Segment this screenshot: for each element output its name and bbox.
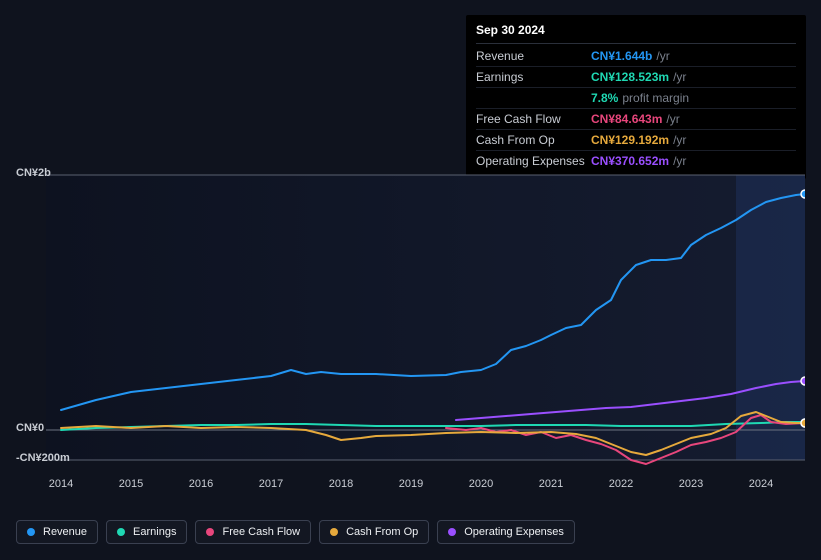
x-axis-tick-label: 2024 bbox=[749, 478, 773, 490]
legend-item[interactable]: Revenue bbox=[16, 520, 98, 544]
y-axis-tick-label: -CN¥200m bbox=[16, 452, 70, 464]
legend-item[interactable]: Free Cash Flow bbox=[195, 520, 311, 544]
x-axis-tick-label: 2022 bbox=[609, 478, 633, 490]
x-axis-tick-label: 2016 bbox=[189, 478, 213, 490]
legend-dot-icon bbox=[330, 528, 338, 536]
tooltip-row: 7.8% profit margin bbox=[476, 88, 796, 109]
y-axis-tick-label: CN¥2b bbox=[16, 167, 51, 179]
tooltip-row-value: CN¥1.644b bbox=[591, 49, 652, 63]
tooltip-title: Sep 30 2024 bbox=[476, 23, 796, 44]
x-axis-tick-label: 2021 bbox=[539, 478, 563, 490]
x-axis-tick-label: 2020 bbox=[469, 478, 493, 490]
tooltip-row-label: Free Cash Flow bbox=[476, 112, 591, 126]
chart-area: CN¥2b CN¥0 -CN¥200m 2014 2015 2016 2017 2018 20… bbox=[16, 160, 805, 505]
x-axis-tick-label: 2019 bbox=[399, 478, 423, 490]
legend-dot-icon bbox=[27, 528, 35, 536]
tooltip-row: Cash From OpCN¥129.192m/yr bbox=[476, 130, 796, 151]
series-end-marker bbox=[801, 419, 805, 427]
tooltip-row-suffix: /yr bbox=[673, 133, 686, 147]
plot-background bbox=[46, 175, 805, 460]
legend-item[interactable]: Operating Expenses bbox=[437, 520, 575, 544]
tooltip-row-value-wrap: CN¥128.523m/yr bbox=[591, 70, 686, 84]
legend-label: Earnings bbox=[133, 526, 176, 538]
tooltip-row-suffix: /yr bbox=[666, 112, 679, 126]
tooltip-row-suffix: profit margin bbox=[622, 91, 689, 105]
legend-item[interactable]: Cash From Op bbox=[319, 520, 429, 544]
legend-label: Operating Expenses bbox=[464, 526, 564, 538]
y-axis-tick-label: CN¥0 bbox=[16, 422, 44, 434]
x-axis-tick-label: 2018 bbox=[329, 478, 353, 490]
x-axis-tick-label: 2014 bbox=[49, 478, 73, 490]
x-axis-tick-label: 2017 bbox=[259, 478, 283, 490]
tooltip-row-value: CN¥128.523m bbox=[591, 70, 669, 84]
legend-label: Free Cash Flow bbox=[222, 526, 300, 538]
series-end-marker bbox=[801, 377, 805, 385]
legend: Revenue Earnings Free Cash Flow Cash From O… bbox=[16, 520, 575, 544]
chart-svg bbox=[16, 160, 805, 480]
series-end-marker bbox=[801, 190, 805, 198]
x-axis-tick-label: 2015 bbox=[119, 478, 143, 490]
tooltip-card: Sep 30 2024 RevenueCN¥1.644b/yrEarningsC… bbox=[466, 15, 806, 179]
tooltip-row-label: Earnings bbox=[476, 70, 591, 84]
tooltip-row-value: CN¥129.192m bbox=[591, 133, 669, 147]
legend-item[interactable]: Earnings bbox=[106, 520, 187, 544]
tooltip-row-label bbox=[476, 91, 591, 105]
tooltip-row-value: 7.8% bbox=[591, 91, 618, 105]
tooltip-row-value: CN¥84.643m bbox=[591, 112, 662, 126]
tooltip-row-value-wrap: CN¥1.644b/yr bbox=[591, 49, 670, 63]
tooltip-row-value-wrap: CN¥84.643m/yr bbox=[591, 112, 680, 126]
tooltip-row-value-wrap: CN¥129.192m/yr bbox=[591, 133, 686, 147]
tooltip-row: Free Cash FlowCN¥84.643m/yr bbox=[476, 109, 796, 130]
tooltip-row: EarningsCN¥128.523m/yr bbox=[476, 67, 796, 88]
legend-label: Cash From Op bbox=[346, 526, 418, 538]
legend-dot-icon bbox=[206, 528, 214, 536]
tooltip-row-value-wrap: 7.8% profit margin bbox=[591, 91, 689, 105]
legend-dot-icon bbox=[448, 528, 456, 536]
tooltip-row-label: Revenue bbox=[476, 49, 591, 63]
legend-dot-icon bbox=[117, 528, 125, 536]
tooltip-row: RevenueCN¥1.644b/yr bbox=[476, 46, 796, 67]
x-axis-tick-label: 2023 bbox=[679, 478, 703, 490]
legend-label: Revenue bbox=[43, 526, 87, 538]
tooltip-row-label: Cash From Op bbox=[476, 133, 591, 147]
tooltip-row-suffix: /yr bbox=[656, 49, 669, 63]
tooltip-rows: RevenueCN¥1.644b/yrEarningsCN¥128.523m/y… bbox=[476, 46, 796, 171]
tooltip-row-suffix: /yr bbox=[673, 70, 686, 84]
